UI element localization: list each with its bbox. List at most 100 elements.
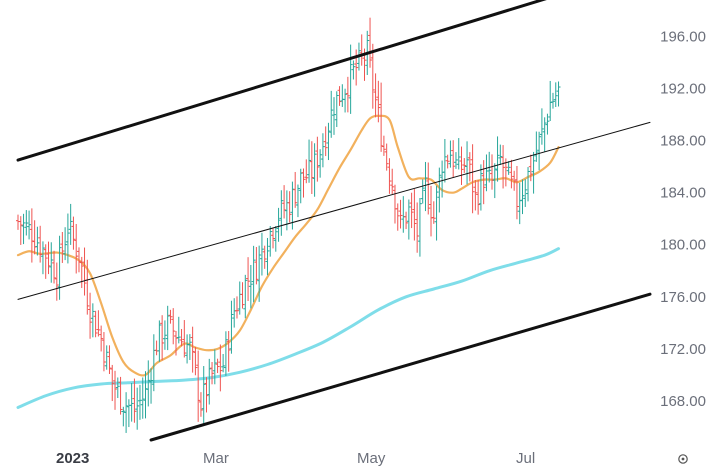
ohlc-bar bbox=[74, 223, 79, 274]
ohlc-bar bbox=[445, 154, 450, 169]
ohlc-bar bbox=[60, 232, 65, 263]
ohlc-bar bbox=[118, 376, 123, 415]
ohlc-bar bbox=[301, 168, 306, 198]
ohlc-bar bbox=[415, 202, 420, 253]
ohlc-bar bbox=[478, 164, 483, 211]
ohlc-bar bbox=[121, 406, 126, 427]
ohlc-bar bbox=[553, 82, 558, 108]
ohlc-bar bbox=[379, 82, 384, 152]
ohlc-bar bbox=[43, 244, 48, 279]
ohlc-bar bbox=[82, 247, 87, 296]
ohlc-bar bbox=[470, 144, 475, 214]
ohlc-bar bbox=[431, 201, 436, 224]
channel-upper-line bbox=[16, 0, 547, 162]
ohlc-bar bbox=[257, 245, 262, 302]
ohlc-bar bbox=[315, 136, 320, 182]
ohlc-bar bbox=[420, 179, 425, 204]
ohlc-bar bbox=[96, 310, 101, 337]
ohlc-bar bbox=[282, 185, 287, 219]
ohlc-bar bbox=[539, 108, 544, 145]
ohlc-bar bbox=[512, 170, 517, 191]
ohlc-bar bbox=[437, 167, 442, 213]
y-tick-label: 184.00 bbox=[660, 185, 706, 202]
ohlc-bar bbox=[207, 358, 212, 405]
channel-middle-line bbox=[17, 121, 651, 300]
x-tick-label: Jul bbox=[516, 450, 535, 467]
ohlc-bar bbox=[345, 76, 350, 113]
ohlc-bar bbox=[174, 330, 178, 356]
ohlc-bar bbox=[451, 140, 456, 178]
ohlc-bar bbox=[368, 17, 373, 68]
ohlc-bar bbox=[395, 203, 400, 231]
ohlc-bar bbox=[348, 44, 353, 114]
ohlc-bar bbox=[398, 199, 403, 229]
ohlc-bar bbox=[351, 60, 356, 80]
ohlc-bar bbox=[520, 179, 525, 215]
ohlc-bar bbox=[140, 377, 145, 419]
ohlc-bar bbox=[107, 345, 112, 374]
ohlc-bar bbox=[412, 189, 417, 241]
ohlc-bar bbox=[498, 144, 503, 165]
y-tick-label: 176.00 bbox=[660, 289, 706, 306]
ohlc-bar bbox=[71, 216, 76, 250]
ohlc-bar bbox=[115, 377, 120, 399]
ohlc-bar bbox=[196, 350, 201, 422]
ohlc-bar bbox=[124, 392, 129, 433]
ohlc-bar bbox=[259, 232, 264, 276]
ohlc-bar bbox=[162, 320, 167, 350]
ohlc-bar bbox=[143, 371, 148, 419]
ohlc-bar bbox=[54, 262, 59, 301]
ohlc-bar bbox=[251, 245, 256, 303]
ohlc-bar bbox=[182, 320, 187, 358]
ohlc-bar bbox=[332, 97, 336, 135]
x-tick-label: Mar bbox=[203, 450, 229, 467]
ohlc-bar bbox=[254, 246, 259, 285]
ohlc-bar bbox=[223, 331, 228, 376]
ohlc-bar bbox=[473, 179, 478, 211]
ohlc-bar bbox=[273, 225, 278, 252]
ohlc-bar bbox=[542, 117, 547, 152]
ohlc-bar bbox=[27, 210, 32, 240]
regression-channel[interactable] bbox=[16, 0, 652, 442]
ohlc-bar bbox=[476, 179, 481, 215]
x-tick-label: 2023 bbox=[56, 450, 89, 467]
ohlc-bar bbox=[514, 165, 519, 220]
settings-icon[interactable] bbox=[678, 454, 688, 464]
ohlc-bar bbox=[304, 159, 309, 184]
ohlc-bar bbox=[135, 387, 140, 430]
y-tick-label: 168.00 bbox=[660, 393, 706, 410]
ohlc-bar bbox=[384, 143, 389, 171]
ohlc-bar bbox=[38, 225, 43, 263]
ohlc-bar bbox=[295, 184, 300, 218]
ohlc-bar bbox=[35, 226, 40, 256]
ma-fast-series bbox=[16, 114, 560, 377]
ohlc-bar bbox=[88, 292, 93, 339]
ohlc-bar bbox=[218, 344, 223, 392]
ohlc-bar bbox=[215, 358, 220, 374]
ohlc-bar bbox=[65, 213, 70, 264]
ohlc-bar bbox=[481, 160, 486, 205]
ma-fast-line bbox=[16, 114, 560, 377]
ohlc-bar bbox=[234, 296, 239, 319]
ohlc-bar bbox=[52, 250, 57, 284]
ohlc-bar bbox=[268, 226, 273, 257]
y-tick-label: 192.00 bbox=[660, 81, 706, 98]
ohlc-bar bbox=[417, 198, 422, 257]
ohlc-bar bbox=[531, 151, 536, 194]
ma-slow-series bbox=[16, 247, 561, 409]
ohlc-bar bbox=[404, 211, 409, 230]
ohlc-bar bbox=[221, 353, 226, 373]
ohlc-bar bbox=[29, 208, 34, 263]
ohlc-bar bbox=[68, 203, 73, 245]
ohlc-bar bbox=[387, 158, 392, 194]
ohlc-bar bbox=[426, 162, 431, 215]
ohlc-bar bbox=[18, 216, 23, 245]
ohlc-bar bbox=[442, 139, 447, 183]
ohlc-bar bbox=[409, 192, 414, 229]
settings-icon-center bbox=[681, 457, 685, 461]
ohlc-bar bbox=[129, 383, 134, 422]
ohlc-bar bbox=[63, 227, 68, 261]
y-tick-label: 188.00 bbox=[660, 133, 706, 150]
ohlc-bar bbox=[210, 361, 215, 385]
